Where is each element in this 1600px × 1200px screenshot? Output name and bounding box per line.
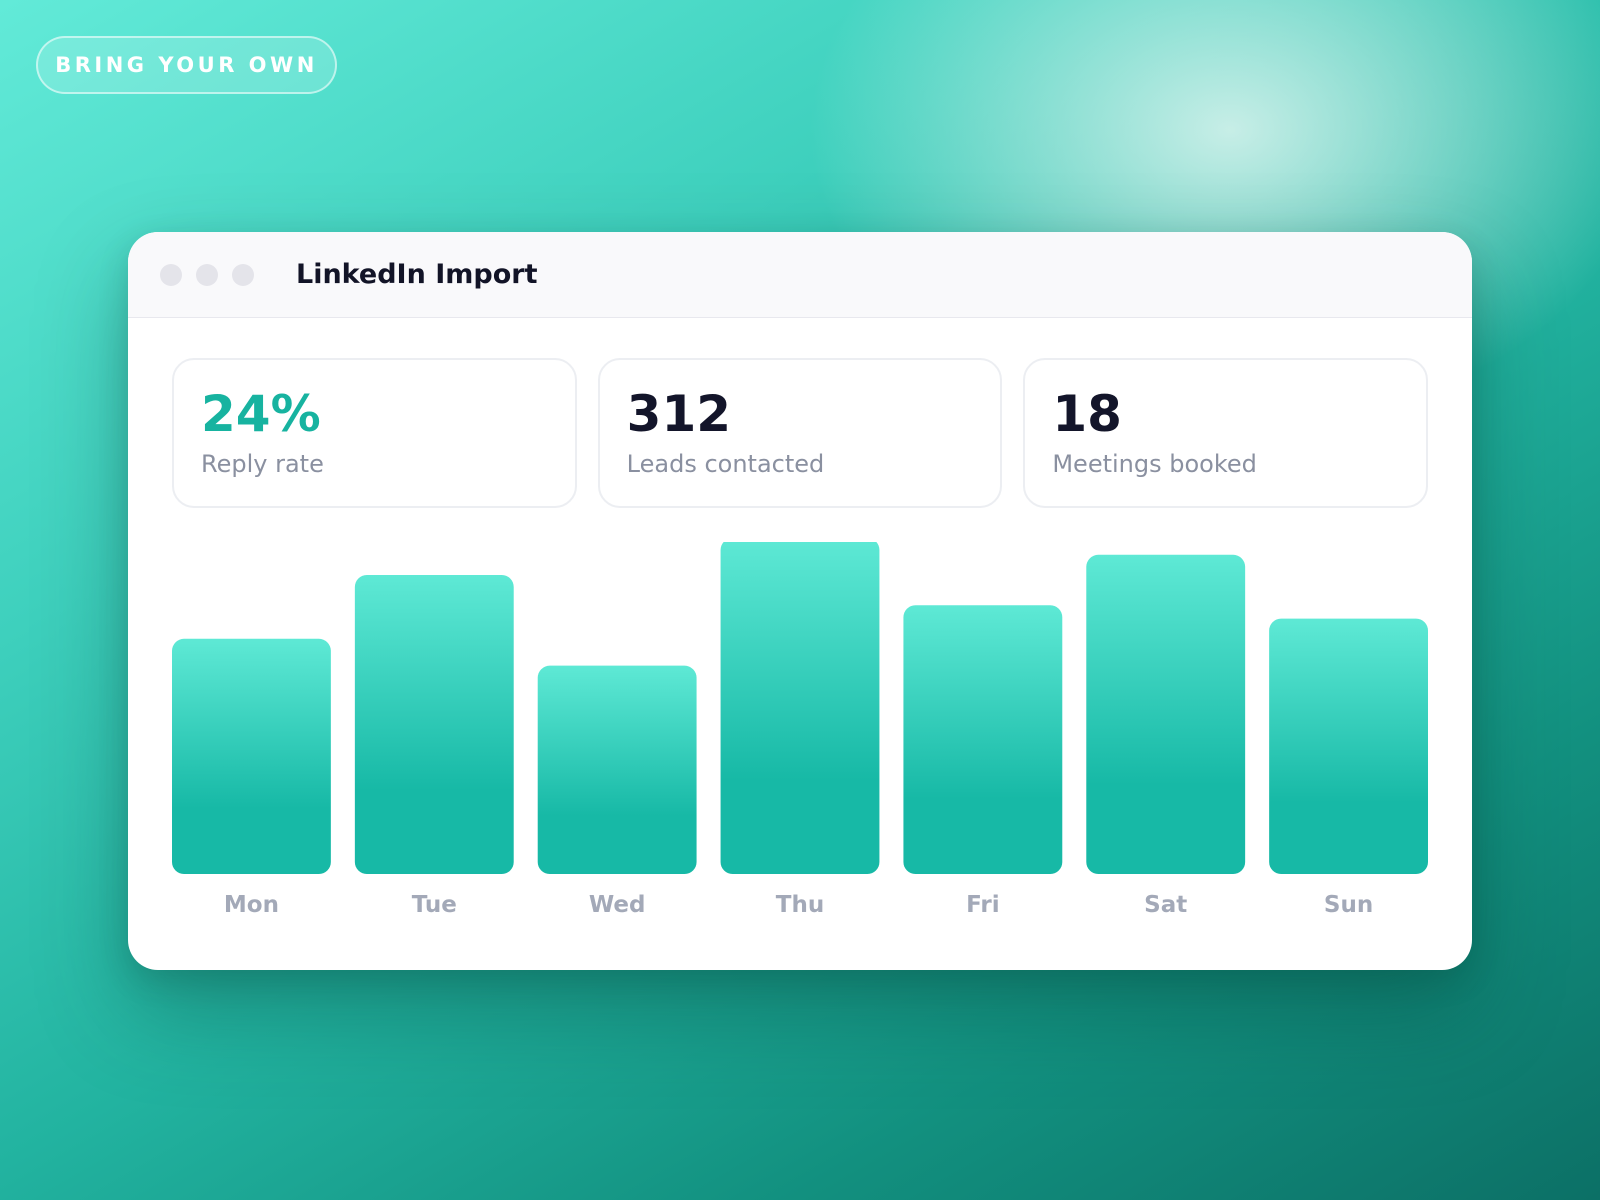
bar-chart-svg: Mon Tue Wed Thu Fri Sat Sun <box>172 542 1428 918</box>
stat-value: 18 <box>1052 385 1122 443</box>
x-tick-label-wed: Wed <box>589 892 646 918</box>
bar-sat <box>1086 554 1246 874</box>
bar-mon <box>172 638 331 874</box>
bar-sun <box>1269 618 1428 874</box>
app-window: LinkedIn Import 24% Reply rate 312 Leads… <box>128 232 1472 970</box>
stat-value: 312 <box>626 385 732 443</box>
stat-card-leads-contacted: 312 Leads contacted <box>597 358 1003 508</box>
window-maximize-button[interactable] <box>232 263 254 286</box>
window-title: LinkedIn Import <box>296 259 538 290</box>
window-close-button[interactable] <box>160 263 182 286</box>
stat-label: Reply rate <box>201 450 324 478</box>
x-tick-label-sat: Sat <box>1144 892 1187 918</box>
window-minimize-button[interactable] <box>196 263 218 286</box>
stats-row: 24% Reply rate 312 Leads contacted 18 Me… <box>172 358 1429 508</box>
x-tick-label-mon: Mon <box>224 892 279 918</box>
x-tick-label-sun: Sun <box>1324 892 1373 918</box>
stat-label: Leads contacted <box>626 450 825 478</box>
window-titlebar: LinkedIn Import <box>128 232 1472 318</box>
weekly-bar-chart: Mon Tue Wed Thu Fri Sat Sun <box>172 542 1428 936</box>
x-tick-label-fri: Fri <box>966 892 999 918</box>
x-tick-label-tue: Tue <box>412 892 457 918</box>
stat-value: 24% <box>201 385 321 443</box>
stat-label: Meetings booked <box>1052 450 1257 478</box>
bar-tue <box>354 574 514 874</box>
bring-your-own-badge[interactable]: BRING YOUR OWN <box>36 36 337 94</box>
bar-wed <box>537 665 697 874</box>
stat-card-meetings-booked: 18 Meetings booked <box>1023 358 1429 508</box>
bar-fri <box>903 605 1063 874</box>
x-tick-label-thu: Thu <box>776 892 824 918</box>
bar-thu <box>720 542 880 874</box>
stat-card-reply-rate: 24% Reply rate <box>172 358 577 508</box>
